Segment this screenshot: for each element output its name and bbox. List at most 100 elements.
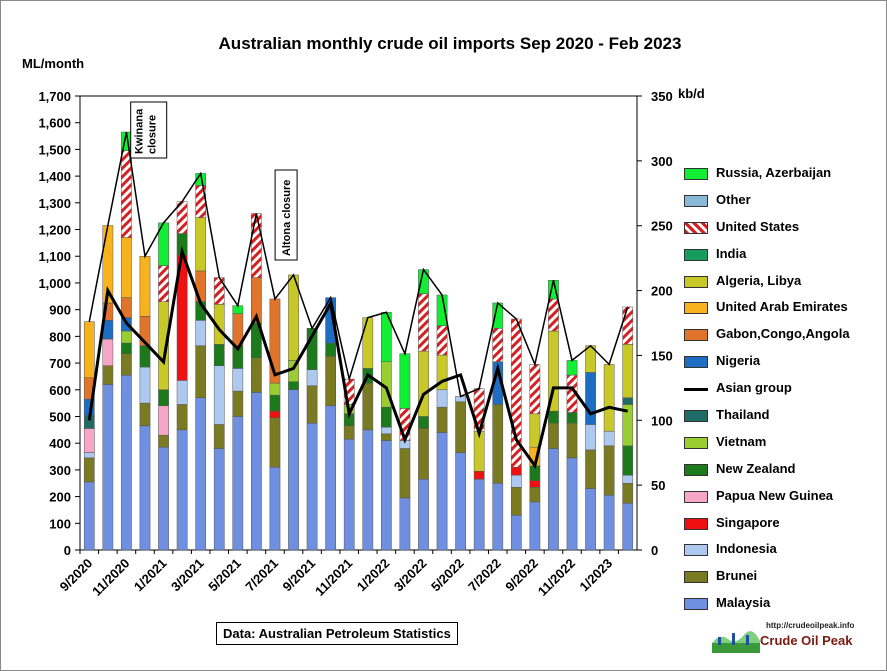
legend-swatch bbox=[684, 571, 708, 584]
x-tick-label: 5/2022 bbox=[428, 556, 467, 595]
bar-segment bbox=[603, 430, 615, 447]
bar-segment bbox=[288, 389, 299, 551]
bar-segment bbox=[139, 425, 151, 551]
bar-segment bbox=[139, 366, 151, 404]
bar-segment bbox=[362, 317, 374, 369]
kwinana-closure-box bbox=[130, 101, 168, 159]
bar-segment bbox=[176, 380, 188, 405]
bar-segment bbox=[418, 416, 429, 429]
bar-segment bbox=[139, 402, 151, 427]
legend-label: India bbox=[716, 245, 747, 261]
legend-item: Other bbox=[676, 191, 876, 218]
legend-item: United States bbox=[676, 218, 876, 245]
y2-tick-label: 250 bbox=[651, 219, 673, 234]
bar-segment bbox=[492, 482, 504, 551]
bar-segment bbox=[232, 390, 244, 417]
bar-segment bbox=[158, 265, 169, 302]
bar-segment bbox=[362, 382, 374, 431]
bar-segment bbox=[380, 440, 392, 551]
legend-label: United Arab Emirates bbox=[716, 299, 848, 315]
x-tick-label: 5/2021 bbox=[205, 556, 244, 595]
legend-label: Nigeria bbox=[716, 353, 761, 369]
legend-swatch bbox=[684, 490, 708, 503]
bar-segment bbox=[529, 501, 541, 551]
x-tick-label: 1/2022 bbox=[354, 556, 393, 595]
y2-tick-label: 300 bbox=[651, 154, 673, 169]
y2-tick-label: 50 bbox=[651, 478, 665, 493]
bar-segment bbox=[399, 497, 411, 551]
altona-closure-label: Altona closure bbox=[281, 180, 293, 256]
legend-item: Nigeria bbox=[676, 352, 876, 379]
bar-segment bbox=[83, 452, 95, 459]
legend-item: Algeria, Libya bbox=[676, 272, 876, 299]
bar-segment bbox=[585, 424, 596, 451]
y-tick-label: 700 bbox=[49, 356, 71, 371]
bar-segment bbox=[585, 488, 596, 551]
bar-segment bbox=[603, 445, 615, 496]
crude-oil-peak-logo: http://crudeoilpeak.info Crude Oil Peak bbox=[708, 621, 878, 661]
y2-tick-label: 150 bbox=[651, 348, 673, 363]
legend-item: India bbox=[676, 245, 876, 272]
legend-swatch bbox=[684, 329, 708, 342]
bar-segment bbox=[585, 372, 596, 425]
bar-segment bbox=[622, 474, 634, 484]
y2-tick-label: 200 bbox=[651, 284, 673, 299]
x-tick-label: 11/2021 bbox=[312, 556, 355, 599]
bar-segment bbox=[380, 426, 392, 435]
legend-label: Other bbox=[716, 191, 751, 207]
bar-segment bbox=[158, 389, 169, 407]
bar-segment bbox=[121, 237, 132, 298]
bar-segment bbox=[566, 412, 578, 424]
bar-segment bbox=[492, 328, 504, 362]
legend-item: Vietnam bbox=[676, 433, 876, 460]
y-axis-label-right: kb/d bbox=[678, 86, 705, 101]
bar-segment bbox=[121, 150, 132, 238]
bar-segment bbox=[306, 422, 318, 551]
legend-label: United States bbox=[716, 218, 800, 234]
bar-segment bbox=[566, 457, 578, 551]
bar-segment bbox=[548, 410, 559, 424]
legend-label: Indonesia bbox=[716, 541, 777, 557]
bar-segment bbox=[213, 277, 225, 305]
x-tick-label: 3/2022 bbox=[391, 556, 430, 595]
altona-closure-box bbox=[274, 169, 298, 261]
bar-segment bbox=[139, 255, 151, 317]
bar-segment bbox=[83, 428, 95, 453]
legend-label: Gabon,Congo,Angola bbox=[716, 326, 850, 342]
bar-segment bbox=[251, 213, 262, 278]
bar-segment bbox=[566, 422, 578, 459]
legend-swatch bbox=[684, 598, 708, 611]
bar-segment bbox=[83, 321, 95, 378]
legend-label: New Zealand bbox=[716, 460, 796, 476]
bar-segment bbox=[455, 452, 466, 551]
bar-segment bbox=[380, 406, 392, 428]
legend-label: Singapore bbox=[716, 514, 780, 530]
y-tick-label: 0 bbox=[64, 543, 71, 558]
bar-segment bbox=[510, 515, 522, 551]
bar-segment bbox=[232, 416, 244, 551]
bar-segment bbox=[158, 434, 169, 448]
bar-segment bbox=[83, 481, 95, 551]
x-tick-label: 1/2021 bbox=[131, 556, 170, 595]
bar-segment bbox=[195, 345, 207, 399]
y-tick-label: 400 bbox=[49, 436, 71, 451]
legend-swatch bbox=[684, 302, 708, 315]
bar-segment bbox=[343, 425, 355, 440]
bar-segment bbox=[306, 385, 318, 424]
bar-segment bbox=[380, 433, 392, 441]
bar-segment bbox=[288, 274, 299, 361]
bar-segment bbox=[139, 345, 151, 368]
bar-segment bbox=[436, 294, 448, 326]
bar-segment bbox=[306, 369, 318, 387]
bar-segment bbox=[622, 397, 634, 405]
bar-segment bbox=[195, 397, 207, 551]
kwinana-closure-label: Kwinana bbox=[134, 108, 146, 154]
bar-segment bbox=[102, 384, 114, 551]
bar-segment bbox=[269, 417, 281, 468]
legend-item: Papua New Guinea bbox=[676, 487, 876, 514]
y-tick-label: 1,200 bbox=[38, 223, 71, 238]
y-tick-label: 1,500 bbox=[38, 142, 71, 157]
bar-segment bbox=[176, 404, 188, 431]
legend-swatch bbox=[684, 194, 708, 207]
